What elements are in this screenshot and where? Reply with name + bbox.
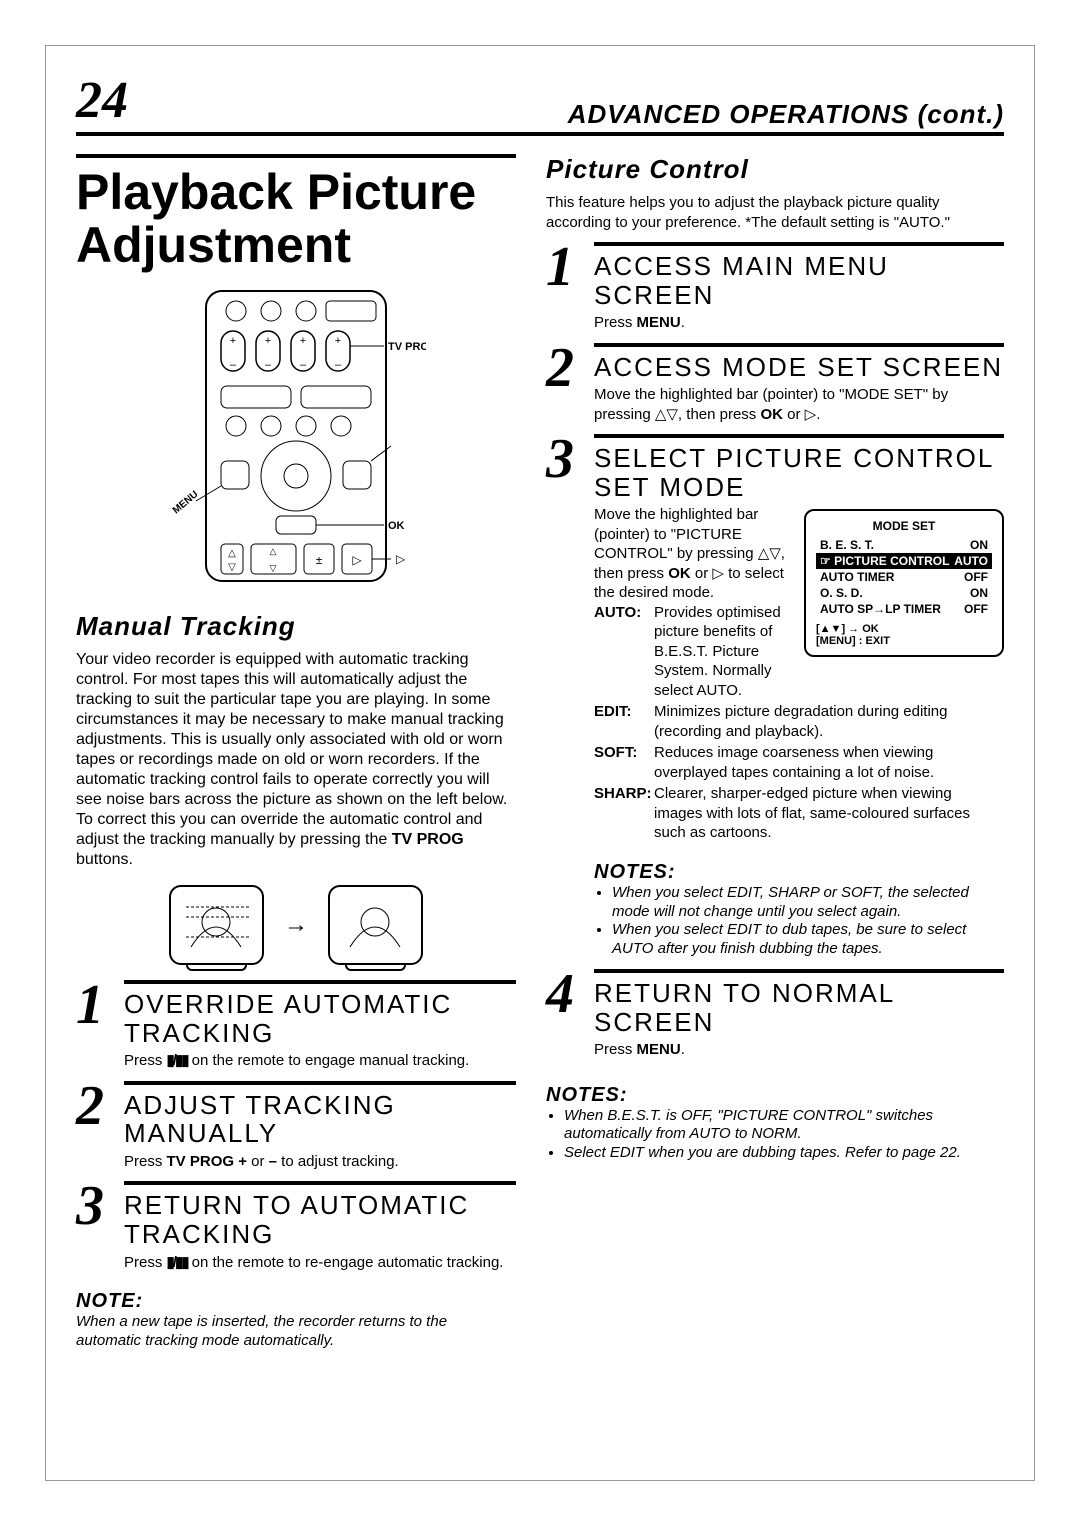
- page-header: 24 ADVANCED OPERATIONS (cont.): [76, 71, 1004, 136]
- picture-control-heading: Picture Control: [546, 154, 1004, 185]
- note-item: When B.E.S.T. is OFF, "PICTURE CONTROL" …: [564, 1107, 1004, 1145]
- step-number: 1: [76, 980, 112, 1030]
- svg-text:+: +: [265, 335, 271, 347]
- mode-set-row: B. E. S. T.ON: [816, 537, 992, 553]
- mode-set-row: AUTO TIMEROFF: [816, 569, 992, 585]
- step-number: 3: [546, 434, 582, 484]
- step-title: ADJUST TRACKING MANUALLY: [124, 1091, 516, 1148]
- step-body: Press ▮/▮▮ on the remote to re-engage au…: [124, 1253, 516, 1273]
- tv-noisy-icon: [169, 885, 264, 965]
- picture-step-3: 3 SELECT PICTURE CONTROL SET MODE MODE S…: [546, 434, 1004, 959]
- mode-set-row: AUTO SP→LP TIMEROFF: [816, 601, 992, 617]
- content-columns: Playback Picture Adjustment: [76, 144, 1004, 1351]
- svg-text:+: +: [230, 335, 236, 347]
- remote-illustration: + + + + – – – – TV PROG: [76, 286, 516, 591]
- step-body: Press ▮/▮▮ on the remote to engage manua…: [124, 1051, 516, 1071]
- note-item: When you select EDIT, SHARP or SOFT, the…: [612, 884, 1004, 922]
- left-column: Playback Picture Adjustment: [76, 144, 516, 1351]
- svg-text:▷: ▷: [396, 552, 406, 566]
- mt-body-button: TV PROG: [392, 831, 464, 848]
- svg-text:△: △: [270, 546, 277, 556]
- main-heading: Playback Picture Adjustment: [76, 154, 516, 271]
- notes-list-1: When you select EDIT, SHARP or SOFT, the…: [612, 884, 1004, 959]
- right-column: Picture Control This feature helps you t…: [546, 144, 1004, 1351]
- picture-step-2: 2 ACCESS MODE SET SCREEN Move the highli…: [546, 343, 1004, 425]
- mode-set-footer: [▲▼] → OK [MENU] : EXIT: [816, 623, 992, 647]
- step-title: RETURN TO NORMAL SCREEN: [594, 979, 1004, 1036]
- svg-text:–: –: [300, 359, 307, 371]
- mt-body-text: Your video recorder is equipped with aut…: [76, 651, 507, 848]
- page-number: 24: [76, 71, 128, 130]
- svg-text:▷: ▷: [352, 553, 362, 567]
- svg-text:▽: ▽: [270, 563, 277, 573]
- header-title: ADVANCED OPERATIONS (cont.): [568, 99, 1004, 130]
- step-body: Press MENU.: [594, 313, 1004, 333]
- step-body: Press MENU.: [594, 1040, 1004, 1060]
- manual-tracking-heading: Manual Tracking: [76, 611, 516, 642]
- svg-text:▽: ▽: [228, 562, 236, 573]
- mt-body-tail: buttons.: [76, 851, 133, 868]
- step-title: OVERRIDE AUTOMATIC TRACKING: [124, 990, 516, 1047]
- step-title: ACCESS MAIN MENU SCREEN: [594, 252, 1004, 309]
- note-item: Select EDIT when you are dubbing tapes. …: [564, 1144, 1004, 1163]
- svg-text:MENU: MENU: [171, 489, 201, 516]
- svg-text:OK: OK: [388, 520, 405, 532]
- notes-heading-2: NOTES:: [546, 1084, 1004, 1107]
- step-number: 4: [546, 969, 582, 1019]
- svg-text:–: –: [335, 359, 342, 371]
- mode-set-row: O. S. D.ON: [816, 585, 992, 601]
- tv-comparison: →: [76, 885, 516, 965]
- step-number: 2: [76, 1081, 112, 1131]
- note-item: When you select EDIT to dub tapes, be su…: [612, 921, 1004, 959]
- tracking-step-3: 3 RETURN TO AUTOMATIC TRACKING Press ▮/▮…: [76, 1181, 516, 1272]
- svg-text:±: ±: [316, 553, 323, 567]
- tracking-step-1: 1 OVERRIDE AUTOMATIC TRACKING Press ▮/▮▮…: [76, 980, 516, 1071]
- mode-set-screen: MODE SET B. E. S. T.ON ☞ PICTURE CONTROL…: [804, 509, 1004, 657]
- manual-tracking-body: Your video recorder is equipped with aut…: [76, 650, 516, 870]
- note-body: When a new tape is inserted, the recorde…: [76, 1313, 516, 1351]
- tv-clear-icon: [328, 885, 423, 965]
- pause-icon: ▮/▮▮: [167, 1254, 188, 1271]
- svg-text:–: –: [265, 359, 272, 371]
- svg-text:+: +: [300, 335, 306, 347]
- step-body: Press TV PROG + or – to adjust tracking.: [124, 1152, 516, 1172]
- tracking-step-2: 2 ADJUST TRACKING MANUALLY Press TV PROG…: [76, 1081, 516, 1172]
- step-number: 2: [546, 343, 582, 393]
- manual-page: 24 ADVANCED OPERATIONS (cont.) Playback …: [45, 45, 1035, 1481]
- svg-text:–: –: [230, 359, 237, 371]
- step-title: SELECT PICTURE CONTROL SET MODE: [594, 444, 1004, 501]
- step-body: Move the highlighted bar (pointer) to "M…: [594, 385, 1004, 424]
- step-title: RETURN TO AUTOMATIC TRACKING: [124, 1191, 516, 1248]
- svg-text:△: △: [228, 548, 236, 559]
- tv-prog-label: TV PROG: [388, 341, 426, 353]
- picture-control-intro: This feature helps you to adjust the pla…: [546, 193, 1004, 232]
- arrow-icon: →: [284, 911, 308, 939]
- picture-step-4: 4 RETURN TO NORMAL SCREEN Press MENU.: [546, 969, 1004, 1060]
- mode-set-row: ☞ PICTURE CONTROLAUTO: [816, 553, 992, 569]
- notes-heading: NOTES:: [594, 861, 1004, 884]
- picture-step-1: 1 ACCESS MAIN MENU SCREEN Press MENU.: [546, 242, 1004, 333]
- svg-text:+: +: [335, 335, 341, 347]
- notes-list-2: When B.E.S.T. is OFF, "PICTURE CONTROL" …: [564, 1107, 1004, 1163]
- step-number: 3: [76, 1181, 112, 1231]
- step-number: 1: [546, 242, 582, 292]
- mode-set-title: MODE SET: [816, 519, 992, 533]
- pause-icon: ▮/▮▮: [167, 1052, 188, 1069]
- step-title: ACCESS MODE SET SCREEN: [594, 353, 1004, 382]
- note-heading: NOTE:: [76, 1290, 516, 1313]
